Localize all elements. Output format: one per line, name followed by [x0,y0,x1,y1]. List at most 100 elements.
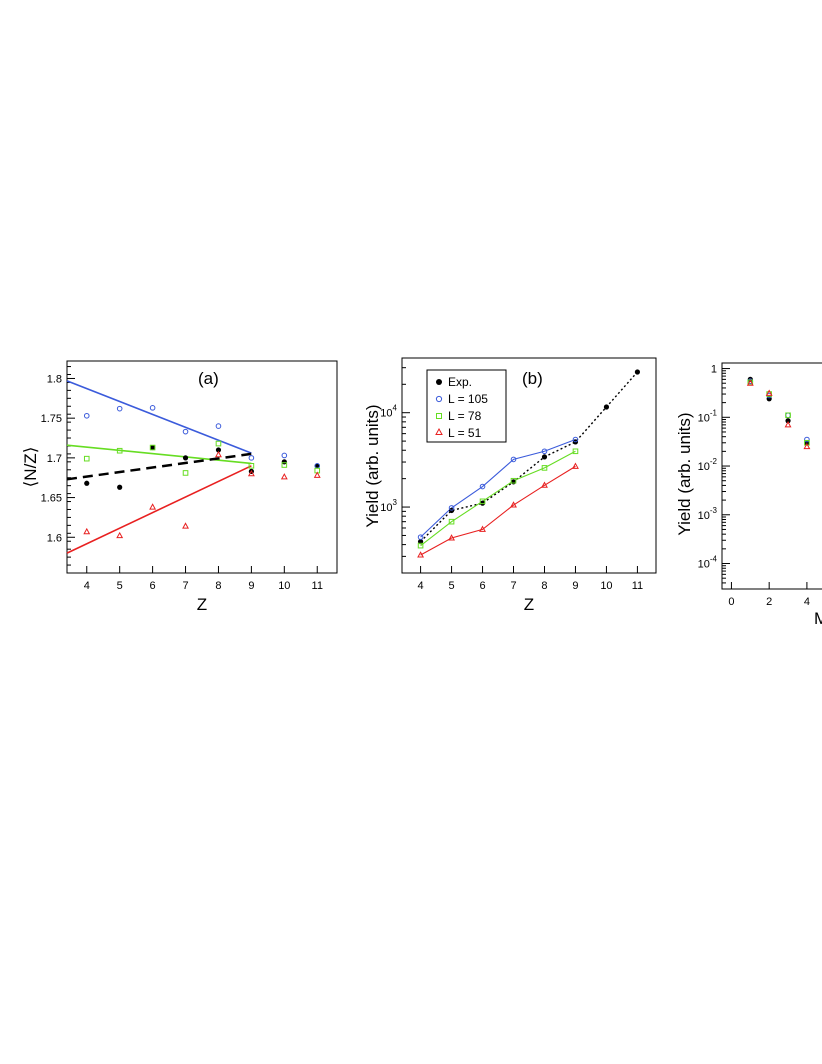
ytick-exponent: -1 [710,408,718,417]
panel-a-marks [66,380,321,554]
ytick-label: 1.75 [41,413,62,425]
xtick-label: 11 [312,580,323,592]
panel-c-frame [721,362,822,590]
data-point [785,412,791,419]
panel-a-frame [66,360,338,574]
xtick-label: 7 [182,580,188,592]
data-point [634,369,641,375]
data-point [182,455,189,461]
xtick-label: 11 [632,580,643,592]
ytick-label: 103 [380,498,397,514]
xtick-label: 4 [418,580,424,592]
legend-marker-l78 [436,413,442,419]
data-point [84,480,90,486]
fit-line [66,380,252,454]
panel-c-yield-vs-m: 0 2 4 1 10-1 10-2 10-3 10-4 M Yield (arb. units… [675,362,822,628]
panel-a-ylabel: ⟨N/Z⟩ [21,447,40,488]
data-point [215,450,222,458]
legend-marker-l51 [435,427,443,435]
data-point [182,470,189,476]
fit-line [66,444,252,465]
xtick-label: 5 [117,580,123,592]
data-point [116,531,124,539]
data-point [313,471,321,478]
legend-label-l105: L = 105 [448,392,488,406]
panel-c-ylabel: Yield (arb. units) [675,412,694,535]
data-point [804,436,810,443]
panel-a-label: (a) [198,369,219,388]
ytick-exponent: 4 [393,404,398,413]
panel-c-ticks: 0 2 4 1 10-1 10-2 10-3 10-4 [698,364,810,608]
data-point [417,551,425,558]
data-point [572,436,579,443]
ytick-exponent: -4 [710,555,718,564]
panel-c-xlabel: M [814,609,822,628]
data-point [117,484,123,490]
data-point [784,420,792,428]
data-point [248,455,255,461]
data-point [479,483,486,490]
xtick-label: 9 [572,580,578,592]
data-point [280,473,288,480]
data-point [83,527,91,535]
series-line [420,438,576,538]
data-point [479,498,486,505]
panel-b-marks [417,369,641,558]
fit-line [66,452,252,481]
data-point [215,423,222,429]
xtick-label: 7 [510,580,516,592]
data-point [541,448,548,455]
data-point [149,444,156,451]
data-point [572,462,579,469]
ytick-exponent: -2 [710,457,718,466]
data-point [572,448,579,455]
data-point [448,518,455,525]
data-point [765,389,773,396]
panel-b-xlabel: Z [524,595,534,614]
data-point [314,463,320,469]
data-point [248,463,255,469]
ytick-label: 1 [711,364,717,376]
data-point [785,412,791,419]
fit-line [66,465,252,554]
legend-label-l51: L = 51 [448,426,482,440]
xtick-label: 10 [278,580,290,592]
ytick-label: 10-2 [698,457,718,473]
data-point [510,501,517,508]
xtick-label: 6 [150,580,156,592]
data-point [182,428,189,435]
data-point [417,542,424,549]
xtick-label: 0 [728,596,734,608]
ytick-label: 10-4 [698,555,718,571]
panel-b-yield-vs-z: 4 5 6 7 8 9 10 11 103 104 (b) Z Yield (arb. units… [363,357,657,614]
data-point [215,447,222,453]
ytick-label: 1.6 [47,532,62,544]
panel-a-nz-vs-z: 4 5 6 7 8 9 10 11 1.6 1.65 1.7 1.75 1.8 (a) Z ⟨N/Z⟩ [21,360,338,614]
data-point [541,481,548,488]
ytick-exponent: 3 [393,498,398,507]
ytick-label: 1.65 [41,493,62,505]
data-point [746,379,754,386]
data-point [803,442,811,450]
ytick-label: 10-1 [698,408,718,424]
series-line [420,450,576,547]
data-point [785,418,791,424]
ytick-label: 1.8 [47,373,62,385]
data-point [215,440,222,447]
data-point [281,462,288,468]
panel-c-marks [746,376,811,450]
ytick-label: 1.7 [47,453,62,465]
series-line [420,465,576,556]
data-point [281,452,288,459]
data-point [804,439,810,446]
data-point [149,503,157,510]
xtick-label: 8 [541,580,547,592]
panel-b-frame [401,357,657,574]
data-point [541,454,548,460]
data-point [149,405,156,411]
panel-b-legend: Exp. L = 105 L = 78 L = 51 [426,369,507,443]
data-point [479,525,486,532]
ytick-label: 10-3 [698,506,718,522]
data-point [510,477,517,484]
